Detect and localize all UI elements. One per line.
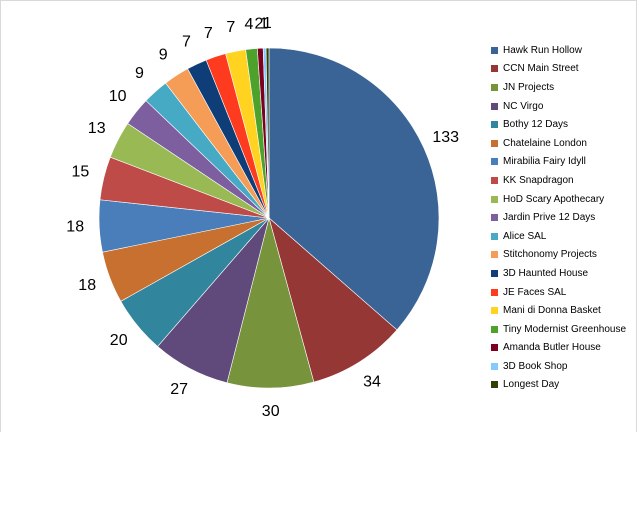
legend-swatch <box>491 121 498 129</box>
pie-slice <box>268 47 440 331</box>
slice-value-label: 10 <box>109 88 127 105</box>
legend-label: Tiny Modernist Greenhouse <box>503 323 627 335</box>
legend-swatch <box>491 46 498 54</box>
legend-item: Chatelaine London <box>491 134 636 153</box>
slice-value-label: 34 <box>363 374 381 391</box>
legend-swatch <box>491 195 498 203</box>
slice-value-label: 18 <box>78 277 96 294</box>
legend-swatch <box>491 102 498 110</box>
legend-label: JE Faces SAL <box>503 286 567 298</box>
slice-value-label: 7 <box>204 25 213 42</box>
slice-value-label: 18 <box>66 218 84 235</box>
legend-swatch <box>491 232 498 240</box>
pie-slice <box>268 217 398 383</box>
slice-value-label: 9 <box>135 65 144 82</box>
legend-item: Mani di Donna Basket <box>491 301 636 320</box>
legend-label: CCN Main Street <box>503 63 579 75</box>
pie-slice <box>265 47 270 219</box>
slice-value-label: 9 <box>159 47 168 64</box>
legend-item: CCN Main Street <box>491 60 636 79</box>
legend-swatch <box>491 362 498 370</box>
pie-slice <box>226 216 315 389</box>
legend-item: Stitchonomy Projects <box>491 246 636 265</box>
slice-value-label: 133 <box>432 129 459 146</box>
legend-item: Longest Day <box>491 376 636 395</box>
legend-item: Alice SAL <box>491 227 636 246</box>
slice-value-label: 1 <box>260 15 269 32</box>
slice-value-label: 13 <box>88 120 106 137</box>
legend-item: JE Faces SAL <box>491 283 636 302</box>
legend-swatch <box>491 83 498 91</box>
legend-label: KK Snapdragon <box>503 174 574 186</box>
legend-label: Amanda Butler House <box>503 342 601 354</box>
slice-value-label: 27 <box>170 381 188 398</box>
legend: Hawk Run Hollow CCN Main Street JN Project… <box>491 41 636 394</box>
slice-value-label: 20 <box>110 332 128 349</box>
legend-label: Mani di Donna Basket <box>503 305 601 317</box>
legend-label: JN Projects <box>503 81 555 93</box>
pie-slices <box>98 47 440 389</box>
legend-swatch <box>491 139 498 147</box>
legend-item: 3D Book Shop <box>491 357 636 376</box>
legend-label: NC Virgo <box>503 100 544 112</box>
legend-label: Longest Day <box>503 379 560 391</box>
legend-label: HoD Scary Apothecary <box>503 193 605 205</box>
legend-item: Amanda Butler House <box>491 339 636 358</box>
legend-label: Bothy 12 Days <box>503 119 569 131</box>
legend-swatch <box>491 214 498 222</box>
legend-item: Bothy 12 Days <box>491 115 636 134</box>
legend-swatch <box>491 251 498 259</box>
legend-label: Jardin Prive 12 Days <box>503 212 596 224</box>
legend-swatch <box>491 288 498 296</box>
legend-item: Mirabilia Fairy Idyll <box>491 153 636 172</box>
slice-value-label: 4 <box>245 16 254 33</box>
legend-item: Hawk Run Hollow <box>491 41 636 60</box>
legend-swatch <box>491 325 498 333</box>
legend-label: Hawk Run Hollow <box>503 44 582 56</box>
legend-swatch <box>491 344 498 352</box>
legend-item: Tiny Modernist Greenhouse <box>491 320 636 339</box>
slice-value-label: 1 <box>263 15 272 32</box>
slice-value-label: 7 <box>182 34 191 51</box>
legend-label: Alice SAL <box>503 230 547 242</box>
chart-area: 133 34 30 27 20 18 18 15 13 10 9 9 7 7 7 4 2 1 1 Hawk Run … <box>0 0 637 432</box>
legend-item: Jardin Prive 12 Days <box>491 208 636 227</box>
slice-value-label: 2 <box>255 16 264 33</box>
legend-item: 3D Haunted House <box>491 264 636 283</box>
legend-item: NC Virgo <box>491 97 636 116</box>
legend-swatch <box>491 307 498 315</box>
legend-swatch <box>491 269 498 277</box>
legend-item: HoD Scary Apothecary <box>491 190 636 209</box>
legend-item: KK Snapdragon <box>491 171 636 190</box>
legend-item: JN Projects <box>491 78 636 97</box>
slice-value-label: 7 <box>226 19 235 36</box>
legend-swatch <box>491 176 498 184</box>
legend-label: Chatelaine London <box>503 137 587 149</box>
legend-label: 3D Book Shop <box>503 360 568 372</box>
legend-swatch <box>491 65 498 73</box>
slice-value-label: 15 <box>72 164 90 181</box>
legend-swatch <box>491 381 498 389</box>
legend-label: 3D Haunted House <box>503 267 589 279</box>
legend-label: Stitchonomy Projects <box>503 249 597 261</box>
legend-label: Mirabilia Fairy Idyll <box>503 156 586 168</box>
legend-swatch <box>491 158 498 166</box>
slice-value-label: 30 <box>262 403 280 420</box>
